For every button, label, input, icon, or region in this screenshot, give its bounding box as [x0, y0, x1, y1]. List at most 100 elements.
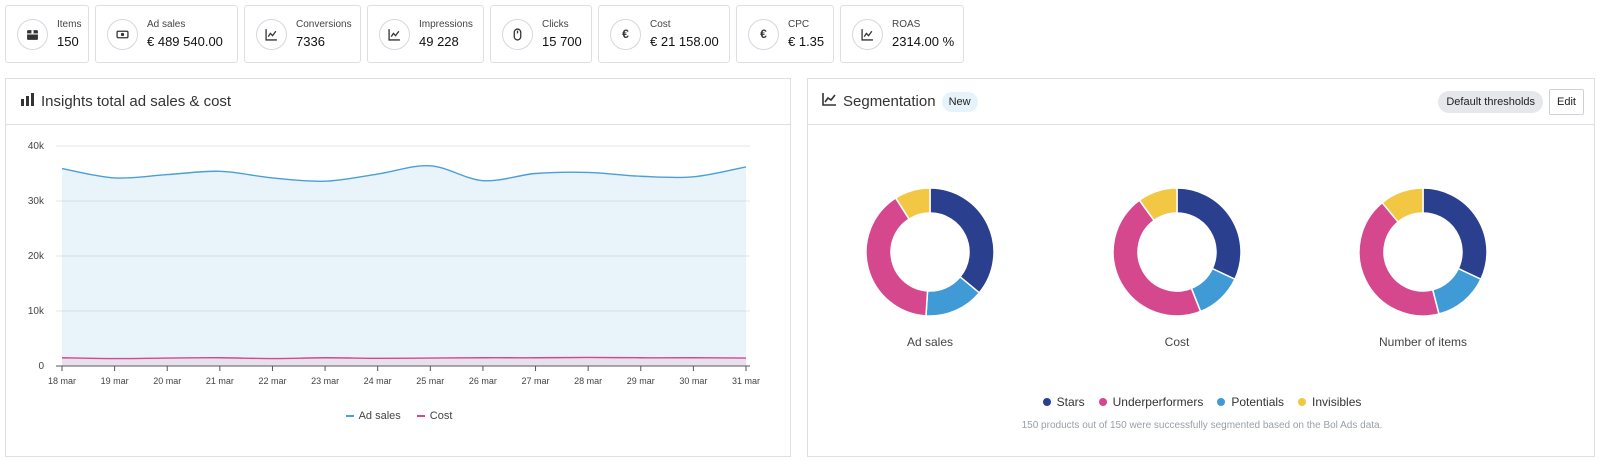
- y-tick-label: 10k: [28, 306, 45, 317]
- donut-slice-invisibles[interactable]: [1381, 187, 1424, 224]
- segmentation-note: 150 products out of 150 were successfull…: [1021, 420, 1383, 431]
- kpi-label: Cost: [650, 18, 671, 30]
- conversions-trend-icon: [256, 18, 287, 50]
- x-tick-label: 19 mar: [101, 376, 129, 386]
- kpi-label: CPC: [788, 18, 810, 30]
- y-tick-label: 0: [38, 361, 44, 372]
- kpi-value: 7336: [296, 33, 325, 49]
- x-tick-label: 30 mar: [679, 376, 707, 386]
- segmentation-header: Segmentation New Default thresholds Edit: [808, 79, 1594, 125]
- kpi-value: 49 228: [419, 33, 459, 49]
- new-badge: New: [941, 91, 978, 112]
- donut-slice-invisibles[interactable]: [894, 187, 931, 221]
- donut-slice-potentials[interactable]: [1431, 267, 1482, 315]
- legend-label: Invisibles: [1312, 395, 1362, 409]
- donut-slice-stars[interactable]: [929, 187, 995, 294]
- donut-slice-stars[interactable]: [1422, 187, 1488, 281]
- legend-dot: [1298, 398, 1307, 406]
- mouse-icon: [502, 18, 533, 50]
- donut-slice-underperformers[interactable]: [1112, 199, 1202, 317]
- sales-cost-chart: 0 10k 20k 30k 40k 18 mar 19 mar 20 mar 21 mar 22 …: [28, 141, 760, 386]
- insights-panel: Insights total ad sales & cost 0 10k 20k 30…: [5, 78, 791, 457]
- x-tick-label: 22 mar: [258, 376, 286, 386]
- legend-swatch: [416, 415, 425, 417]
- kpi-label: Items: [57, 18, 82, 30]
- segmentation-legend: Stars Underperformers Potentials Invisib…: [808, 395, 1596, 409]
- donut-label-cost: Cost: [1164, 335, 1190, 349]
- x-tick-label: 24 mar: [364, 376, 392, 386]
- segmentation-panel: Segmentation New Default thresholds Edit…: [807, 78, 1595, 457]
- kpi-value: € 1.35: [788, 33, 825, 49]
- legend-item-potentials[interactable]: Potentials: [1217, 395, 1284, 409]
- x-tick-label: 31 mar: [732, 376, 760, 386]
- x-tick-label: 26 mar: [469, 376, 497, 386]
- kpi-card-clicks[interactable]: Clicks 15 700: [490, 5, 592, 63]
- legend-label: Potentials: [1231, 395, 1285, 409]
- segmentation-title: Segmentation: [843, 93, 936, 110]
- series-line-cost[interactable]: [61, 356, 747, 360]
- y-tick-label: 20k: [28, 251, 45, 262]
- kpi-value: € 489 540.00: [147, 33, 223, 49]
- kpi-strip: Items 150 Ad sales € 489 540.00 Conversion…: [5, 5, 964, 63]
- x-tick-label: 27 mar: [522, 376, 550, 386]
- kpi-card-cost[interactable]: € Cost € 21 158.00: [598, 5, 730, 63]
- legend-dot: [1098, 398, 1107, 406]
- kpi-card-impressions[interactable]: Impressions 49 228: [367, 5, 484, 63]
- x-tick-label: 18 mar: [48, 376, 76, 386]
- donut-label-number-of-items: Number of items: [1378, 335, 1468, 349]
- legend-item-underperformers[interactable]: Underperformers: [1098, 395, 1204, 409]
- impressions-trend-icon: [379, 18, 410, 50]
- series-line-ad-sales[interactable]: [61, 165, 747, 183]
- legend-dot: [1217, 398, 1226, 406]
- segmentation-donuts: [865, 187, 1488, 317]
- legend-item-invisibles[interactable]: Invisibles: [1298, 395, 1361, 409]
- area-ad-sales: [62, 165, 746, 366]
- legend-dot: [1042, 398, 1051, 406]
- kpi-label: Impressions: [419, 18, 473, 30]
- donut-slice-underperformers[interactable]: [1358, 201, 1440, 317]
- legend-item-stars[interactable]: Stars: [1042, 395, 1085, 409]
- euro-icon: €: [748, 18, 779, 50]
- donut-slice-underperformers[interactable]: [865, 196, 929, 317]
- legend-item-cost[interactable]: Cost: [416, 410, 453, 422]
- legend-label: Underperformers: [1112, 395, 1204, 409]
- donut-slice-stars[interactable]: [1176, 187, 1242, 281]
- roas-trend-icon: [852, 18, 883, 50]
- ad-sales-money-icon: [107, 18, 138, 50]
- kpi-card-ad-sales[interactable]: Ad sales € 489 540.00: [95, 5, 238, 63]
- legend-label: Stars: [1056, 395, 1085, 409]
- kpi-card-items[interactable]: Items 150: [5, 5, 89, 63]
- kpi-value: € 21 158.00: [650, 33, 719, 49]
- default-thresholds-button[interactable]: Default thresholds: [1438, 91, 1544, 113]
- y-tick-label: 40k: [28, 141, 45, 152]
- legend-label: Cost: [429, 410, 453, 422]
- x-tick-label: 21 mar: [206, 376, 234, 386]
- segmentation-actions: Default thresholds Edit: [1438, 89, 1584, 115]
- items-box-icon: [17, 18, 48, 50]
- legend-label: Ad sales: [358, 410, 401, 422]
- x-tick-label: 20 mar: [153, 376, 181, 386]
- bar-chart-icon: [20, 92, 35, 111]
- kpi-label: Conversions: [296, 18, 352, 30]
- edit-button[interactable]: Edit: [1549, 89, 1584, 115]
- legend-item-ad-sales[interactable]: Ad sales: [345, 410, 401, 422]
- x-tick-label: 23 mar: [311, 376, 339, 386]
- line-chart-icon: [822, 92, 837, 111]
- x-tick-label: 29 mar: [627, 376, 655, 386]
- kpi-card-cpc[interactable]: € CPC € 1.35: [736, 5, 834, 63]
- legend-swatch: [345, 415, 354, 417]
- y-tick-label: 30k: [28, 196, 45, 207]
- insights-title: Insights total ad sales & cost: [41, 93, 232, 110]
- kpi-label: Clicks: [542, 18, 569, 30]
- kpi-label: Ad sales: [147, 18, 186, 30]
- insights-header: Insights total ad sales & cost: [6, 79, 790, 125]
- kpi-value: 15 700: [542, 33, 582, 49]
- x-tick-label: 28 mar: [574, 376, 602, 386]
- donut-label-ad-sales: Ad sales: [906, 335, 954, 349]
- x-tick-label: 25 mar: [416, 376, 444, 386]
- kpi-card-roas[interactable]: ROAS 2314.00 %: [840, 5, 964, 63]
- kpi-label: ROAS: [892, 18, 921, 30]
- donut-slice-invisibles[interactable]: [1138, 187, 1178, 222]
- kpi-card-conversions[interactable]: Conversions 7336: [244, 5, 361, 63]
- kpi-value: 150: [57, 33, 79, 49]
